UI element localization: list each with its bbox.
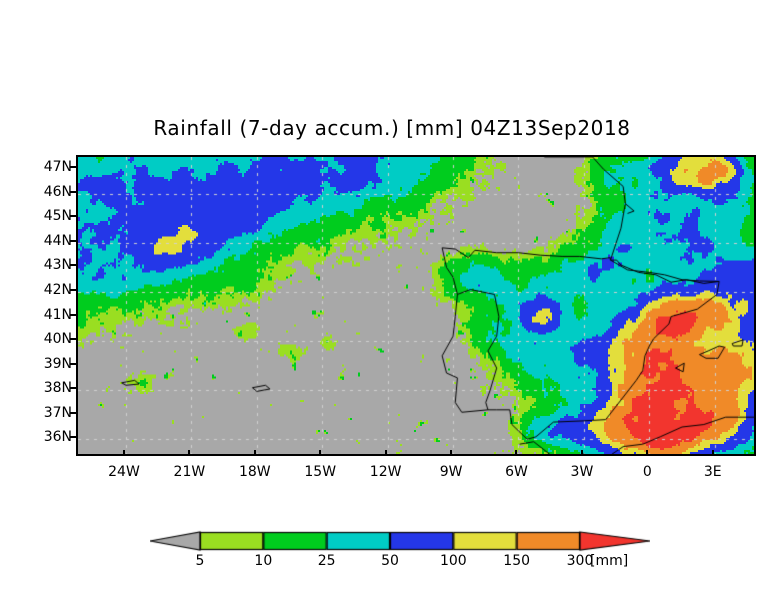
y-axis-tick-mark — [70, 264, 76, 267]
colorbar-tick-label: 50 — [381, 553, 399, 569]
colorbar-swatches — [150, 528, 650, 554]
x-axis-tick-mark — [384, 450, 387, 456]
x-axis-tick-label: 0 — [642, 464, 652, 480]
x-axis-tick-label: 6W — [505, 464, 528, 480]
colorbar-tick-label: 300 — [566, 553, 594, 569]
colorbar-tick-label: 25 — [317, 553, 336, 569]
x-axis-tick-label: 21W — [173, 464, 206, 480]
y-axis-tick-mark — [70, 239, 76, 242]
precipitation-raster — [78, 157, 754, 454]
colorbar-tick-label: 5 — [195, 553, 205, 569]
y-axis-tick-label: 47N — [43, 159, 72, 176]
y-axis-tick-label: 46N — [43, 183, 72, 200]
y-axis-tick-mark — [70, 362, 76, 365]
colorbar: [mm] 5 10 25 50 100 150 300 — [150, 528, 650, 584]
y-axis-tick-label: 45N — [43, 208, 72, 225]
y-axis-tick-label: 38N — [43, 380, 72, 397]
x-axis-tick-mark — [580, 450, 583, 456]
y-axis-tick-label: 42N — [43, 282, 72, 298]
colorbar-tick-label: 100 — [439, 553, 467, 569]
x-axis: 24W 21W 18W 15W 12W 9W 6W 3W 0 3E — [76, 450, 752, 484]
x-axis-tick-label: 3E — [703, 464, 722, 480]
y-axis-tick-mark — [70, 313, 76, 316]
x-axis-tick-label: 12W — [369, 464, 402, 480]
x-axis-tick-mark — [319, 450, 322, 456]
x-axis-tick-label: 18W — [238, 464, 271, 480]
x-axis-tick-label: 9W — [439, 464, 463, 480]
y-axis-tick-label: 41N — [43, 306, 72, 323]
x-axis-tick-mark — [646, 450, 649, 456]
y-axis-tick-label: 39N — [43, 355, 72, 372]
x-axis-tick-label: 24W — [108, 464, 140, 480]
x-axis-tick-mark — [188, 450, 191, 456]
y-axis-tick-mark — [70, 166, 76, 169]
y-axis-tick-label: 40N — [43, 331, 72, 348]
y-axis-tick-mark — [70, 436, 76, 439]
map-plot-area — [76, 155, 756, 456]
y-axis-tick-mark — [70, 387, 76, 390]
x-axis-tick-mark — [711, 450, 714, 456]
y-axis-tick-mark — [70, 215, 76, 218]
colorbar-unit-label: [mm] — [590, 553, 629, 569]
colorbar-tick-label: 150 — [503, 553, 531, 569]
y-axis-tick-label: 44N — [43, 232, 72, 249]
y-axis-tick-mark — [70, 338, 76, 341]
y-axis-tick-label: 43N — [43, 257, 72, 274]
y-axis-tick-mark — [70, 411, 76, 414]
x-axis-tick-mark — [122, 450, 125, 456]
x-axis-tick-mark — [515, 450, 518, 456]
y-axis-tick-mark — [70, 289, 76, 291]
x-axis-tick-mark — [253, 450, 256, 456]
x-axis-tick-label: 15W — [304, 464, 337, 480]
page-title: Rainfall (7-day accum.) [mm] 04Z13Sep201… — [153, 116, 631, 140]
x-axis-tick-mark — [450, 450, 453, 456]
colorbar-tick-label: 10 — [254, 553, 273, 569]
x-axis-tick-label: 3W — [570, 464, 594, 480]
y-axis: 47N 46N 45N 44N 43N 42N 41N 40N 39N 38N 37N 36N — [0, 155, 76, 452]
y-axis-tick-label: 36N — [43, 429, 72, 446]
y-axis-tick-mark — [70, 190, 76, 193]
y-axis-tick-label: 37N — [43, 404, 72, 421]
